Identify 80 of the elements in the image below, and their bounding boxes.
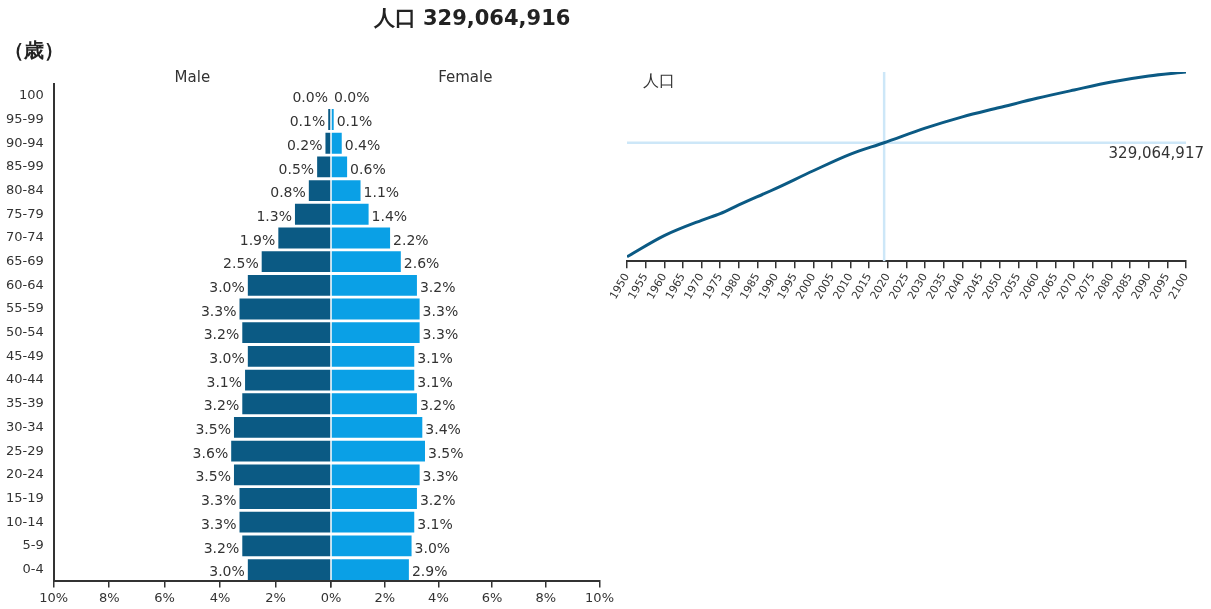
y-tick-label: 30-34 — [5, 418, 44, 434]
data-label: 3.2% — [419, 278, 456, 295]
data-label: 0.1% — [336, 113, 373, 130]
data-label: 3.5% — [195, 468, 231, 485]
x-tick-label: 8% — [98, 589, 120, 605]
data-label: 1.3% — [256, 207, 292, 224]
y-tick-label: 55-59 — [5, 300, 44, 316]
data-label: 3.5% — [195, 421, 231, 438]
data-label: 0.6% — [350, 160, 386, 177]
data-label: 3.0% — [414, 539, 451, 556]
y-tick-label: 95-99 — [5, 110, 44, 126]
text: Female — [438, 67, 493, 86]
data-label: 0.4% — [344, 136, 381, 153]
data-label: 2.9% — [411, 563, 448, 580]
x-tick-label: 10% — [39, 589, 69, 605]
y-tick-label: 100 — [18, 87, 44, 103]
y-tick-label: 10-14 — [5, 513, 44, 529]
x-tick-label: 4% — [428, 589, 449, 605]
data-label: 3.3% — [422, 326, 459, 343]
x-tick-label: 2% — [265, 589, 286, 605]
data-label: 3.2% — [203, 326, 240, 343]
data-label: 0.0% — [334, 89, 370, 106]
y-tick-label: 85-99 — [5, 158, 44, 174]
y-axis-title: （歳） — [4, 38, 64, 63]
y-tick-label: 0-4 — [22, 560, 44, 576]
data-label: 3.0% — [209, 350, 245, 367]
y-tick-label: 90-94 — [5, 134, 44, 150]
data-label: 0.5% — [278, 160, 315, 177]
x-tick-label: 2% — [374, 589, 396, 605]
data-label: 1.9% — [239, 231, 276, 248]
data-label: 3.1% — [417, 373, 453, 390]
x-tick-label: 8% — [535, 589, 557, 605]
data-label: 3.5% — [427, 444, 464, 461]
data-label: 1.1% — [363, 184, 400, 201]
data-label: 3.3% — [422, 468, 459, 485]
x-tick-label: 4% — [209, 589, 231, 605]
y-tick-label: 15-19 — [5, 489, 44, 505]
x-tick-label: 0% — [320, 589, 342, 605]
x-tick-label: 6% — [154, 589, 175, 605]
data-label: 3.1% — [417, 515, 453, 532]
y-tick-label: 50-54 — [5, 324, 44, 340]
x-tick-label: 10% — [585, 589, 615, 605]
data-label: 2.5% — [223, 255, 259, 272]
chart-title: 人口 329,064,916 — [372, 5, 572, 32]
annotation: 329,064,917 — [1108, 144, 1204, 163]
data-label: 3.1% — [206, 373, 243, 390]
y-tick-label: 5-9 — [22, 537, 44, 553]
data-label: 3.2% — [419, 492, 456, 509]
data-label: 3.0% — [209, 278, 245, 295]
x-tick-label: 6% — [481, 589, 503, 605]
y-tick-label: 65-69 — [5, 253, 44, 269]
data-label: 0.0% — [292, 89, 328, 106]
data-label: 2.2% — [393, 231, 429, 248]
y-tick-label: 75-79 — [5, 205, 44, 221]
data-label: 3.2% — [419, 397, 456, 414]
data-label: 3.4% — [425, 421, 461, 438]
data-label: 3.2% — [203, 397, 240, 414]
data-label: 1.4% — [371, 207, 408, 224]
text: Male — [174, 67, 211, 86]
data-label: 3.2% — [203, 539, 240, 556]
data-label: 3.1% — [417, 350, 453, 367]
y-tick-label: 80-84 — [5, 181, 44, 197]
data-label: 3.3% — [200, 492, 237, 509]
data-label: 2.6% — [403, 255, 440, 272]
y-axis-title: 人口 — [643, 71, 675, 91]
y-tick-label: 70-74 — [5, 229, 44, 245]
data-label: 0.2% — [286, 136, 323, 153]
y-tick-label: 45-49 — [5, 347, 44, 363]
y-tick-label: 40-44 — [5, 371, 44, 387]
data-label: 3.6% — [192, 444, 229, 461]
y-tick-label: 35-39 — [5, 395, 44, 411]
y-tick-label: 20-24 — [5, 466, 44, 482]
data-label: 0.8% — [270, 184, 306, 201]
y-tick-label: 60-64 — [5, 276, 44, 292]
data-label: 3.0% — [209, 563, 245, 580]
data-label: 0.1% — [289, 113, 326, 130]
data-label: 3.3% — [200, 302, 237, 319]
y-tick-label: 25-29 — [5, 442, 44, 458]
data-label: 3.3% — [422, 302, 459, 319]
data-label: 3.3% — [200, 515, 237, 532]
